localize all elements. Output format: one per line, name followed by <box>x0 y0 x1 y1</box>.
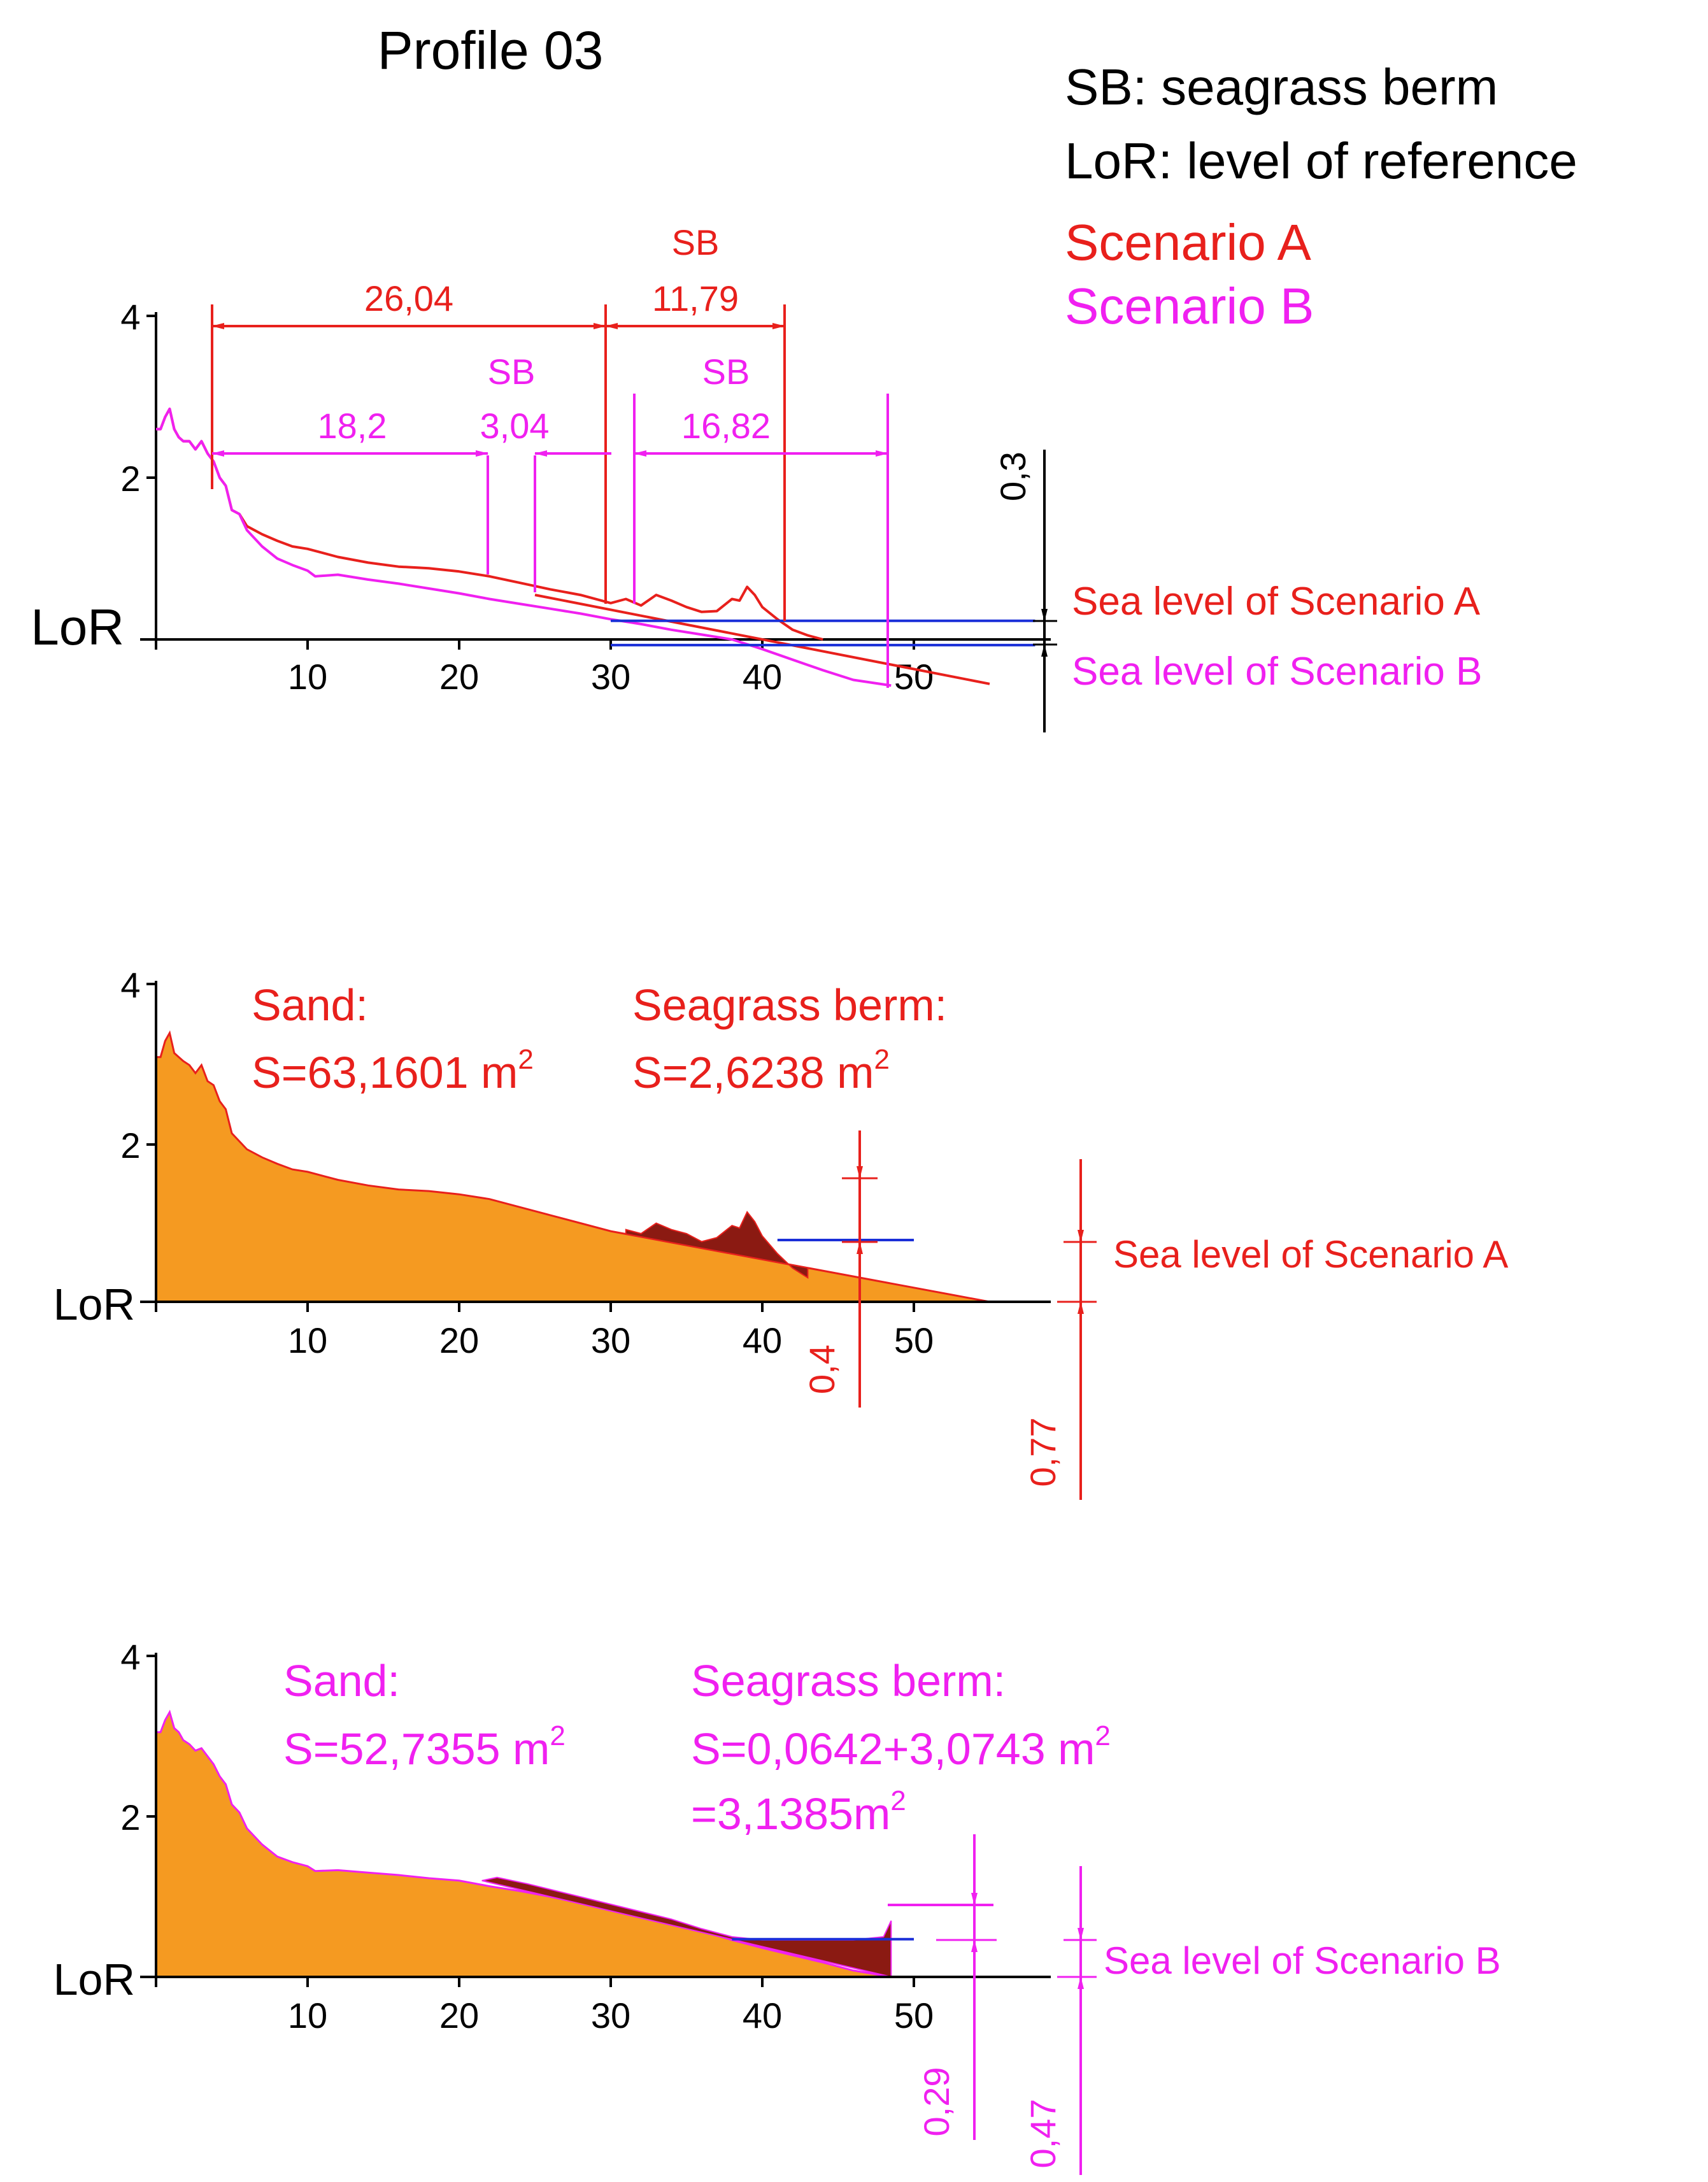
legend: SB: seagrass berm LoR: level of referenc… <box>1065 59 1577 334</box>
chart3-dimensions: 0,29 0,47 Sea level of Scenario B <box>888 1834 1501 2175</box>
chart3-berm-title: Seagrass berm: <box>691 1656 1006 1706</box>
chart1-sea-level-b-label: Sea level of Scenario B <box>1072 650 1483 694</box>
chart2-sand-unit-exponent: 2 <box>518 1044 533 1075</box>
chart1-ytick-label-4: 4 <box>120 297 140 337</box>
chart1-sea-level-a-label: Sea level of Scenario A <box>1072 580 1481 624</box>
chart3-sand-value: S=52,7355 m2 <box>283 1720 566 1774</box>
chart1-series-scenario-b-profile <box>156 408 892 687</box>
chart1-offset-label: 0,3 <box>993 452 1033 501</box>
chart2-xticks: 10 20 30 40 50 <box>288 1302 934 1360</box>
chart2-xtick-label-40: 40 <box>743 1320 782 1360</box>
legend-sb-definition: SB: seagrass berm <box>1065 59 1498 115</box>
chart2-xtick-label-20: 20 <box>439 1320 479 1360</box>
chart-scenario-b-areas: 4 2 LoR 10 20 30 40 50 Sand: S=52,7355 m… <box>53 1637 1501 2175</box>
chart2-berm-unit-exponent: 2 <box>874 1044 889 1075</box>
chart1-series-scenario-a-slope <box>534 594 990 685</box>
chart3-axes: 4 2 LoR 10 20 30 40 50 <box>53 1637 1051 2036</box>
chart3-xtick-label-30: 30 <box>591 1995 630 2036</box>
legend-scenario-b: Scenario B <box>1065 278 1314 334</box>
chart2-sea-level-label: Sea level of Scenario A <box>1113 1233 1508 1276</box>
chart2-sand-value: S=63,1601 m2 <box>252 1044 534 1097</box>
chart3-ytick-label-4: 4 <box>120 1637 140 1677</box>
chart3-lor-label: LoR <box>53 1955 135 2004</box>
chart2-xtick-label-30: 30 <box>591 1320 630 1360</box>
chart2-berm-value: S=2,6238 m2 <box>632 1044 890 1097</box>
chart2-series-seagrass-berm <box>625 1211 809 1280</box>
chart3-berm-unit-exponent-2: 2 <box>890 1785 906 1816</box>
chart2-ytick-label-2: 2 <box>120 1125 140 1166</box>
chart3-xtick-label-10: 10 <box>288 1995 327 2036</box>
chart3-sand-title: Sand: <box>283 1656 400 1706</box>
chart1-xtick-label-40: 40 <box>743 657 782 697</box>
chart2-berm-dim-label: 0,4 <box>802 1344 842 1394</box>
chart2-berm-title: Seagrass berm: <box>632 980 947 1030</box>
chart1-a-sand-width-label: 26,04 <box>364 278 453 318</box>
chart3-series <box>156 1709 914 1978</box>
chart3-xtick-label-20: 20 <box>439 1995 479 2036</box>
chart1-scenario-b-dimensions: 18,2 SB 3,04 SB 16,82 <box>211 352 889 688</box>
chart3-berm-value-1: S=0,0642+3,0743 m2 <box>691 1720 1111 1774</box>
chart1-ytick-label-2: 2 <box>120 459 140 499</box>
chart3-xtick-label-40: 40 <box>743 1995 782 2036</box>
chart1-series <box>156 408 1035 687</box>
chart2-axes: 4 2 LoR 10 20 30 40 50 <box>53 965 1051 1360</box>
chart3-series-sand-fill <box>156 1712 892 1977</box>
chart2-sea-dim-label: 0,77 <box>1023 1418 1063 1487</box>
chart3-ytick-label-2: 2 <box>120 1797 140 1837</box>
chart3-sea-level-label: Sea level of Scenario B <box>1104 1939 1501 1982</box>
chart1-axes: 4 2 LoR 10 20 30 40 50 <box>31 297 1051 697</box>
chart1-b-sb1-label: SB <box>488 352 536 392</box>
chart2-lor-label: LoR <box>53 1280 135 1329</box>
chart1-sea-level-dimension: 0,3 Sea level of Scenario A Sea level of… <box>993 450 1483 732</box>
chart3-berm-dim-label: 0,29 <box>916 2067 957 2137</box>
legend-lor-definition: LoR: level of reference <box>1065 132 1577 189</box>
chart1-b-sb2-width-label: 16,82 <box>681 406 771 446</box>
chart2-dimensions: 0,4 0,77 Sea level of Scenario A <box>802 1130 1508 1500</box>
chart1-lor-label: LoR <box>31 599 124 655</box>
chart3-berm-value-2: =3,1385m2 <box>691 1785 906 1839</box>
chart2-xtick-label-50: 50 <box>894 1320 934 1360</box>
chart3-xtick-label-50: 50 <box>894 1995 934 2036</box>
chart1-b-sand-width-label: 18,2 <box>318 406 387 446</box>
chart2-series-sand-fill <box>156 1032 990 1302</box>
chart-scenario-a-areas: 4 2 LoR 10 20 30 40 50 Sand: S=63,1601 m… <box>53 965 1508 1500</box>
chart1-scenario-a-dimensions: 26,04 SB 11,79 <box>211 222 786 621</box>
chart1-b-sb1-width-label: 3,04 <box>480 406 550 446</box>
chart1-b-sb2-label: SB <box>702 352 750 392</box>
chart1-a-sb-width-label: 11,79 <box>652 278 739 318</box>
chart1-xtick-label-20: 20 <box>439 657 479 697</box>
chart2-area-labels: Sand: S=63,1601 m2 Seagrass berm: S=2,62… <box>252 980 947 1097</box>
chart2-sand-value-text: S=63,1601 m <box>252 1048 518 1097</box>
chart2-sand-title: Sand: <box>252 980 368 1030</box>
chart1-xtick-label-30: 30 <box>591 657 630 697</box>
chart3-sand-unit-exponent: 2 <box>550 1720 565 1751</box>
chart3-sand-value-text: S=52,7355 m <box>283 1724 550 1774</box>
chart3-xticks: 10 20 30 40 50 <box>288 1977 934 2036</box>
chart2-ytick-label-4: 4 <box>120 965 140 1005</box>
chart2-series <box>156 1030 990 1303</box>
chart1-xtick-label-50: 50 <box>894 657 934 697</box>
chart2-series-sand-outline <box>156 1030 990 1303</box>
chart1-xticks: 10 20 30 40 50 <box>288 639 934 697</box>
chart2-xtick-label-10: 10 <box>288 1320 327 1360</box>
chart3-berm-value-1-text: S=0,0642+3,0743 m <box>691 1724 1095 1774</box>
chart-profile-lines: 4 2 LoR 10 20 30 40 50 <box>31 222 1483 732</box>
chart3-berm-unit-exponent-1: 2 <box>1095 1720 1110 1751</box>
figure-title: Profile 03 <box>378 20 604 80</box>
chart3-sea-dim-label: 0,47 <box>1023 2099 1063 2169</box>
chart1-a-sb-label: SB <box>672 222 720 262</box>
chart3-berm-value-2-text: =3,1385m <box>691 1789 890 1839</box>
legend-scenario-a: Scenario A <box>1065 214 1312 271</box>
chart3-area-labels: Sand: S=52,7355 m2 Seagrass berm: S=0,06… <box>283 1656 1111 1839</box>
chart2-berm-value-text: S=2,6238 m <box>632 1048 874 1097</box>
chart1-xtick-label-10: 10 <box>288 657 327 697</box>
